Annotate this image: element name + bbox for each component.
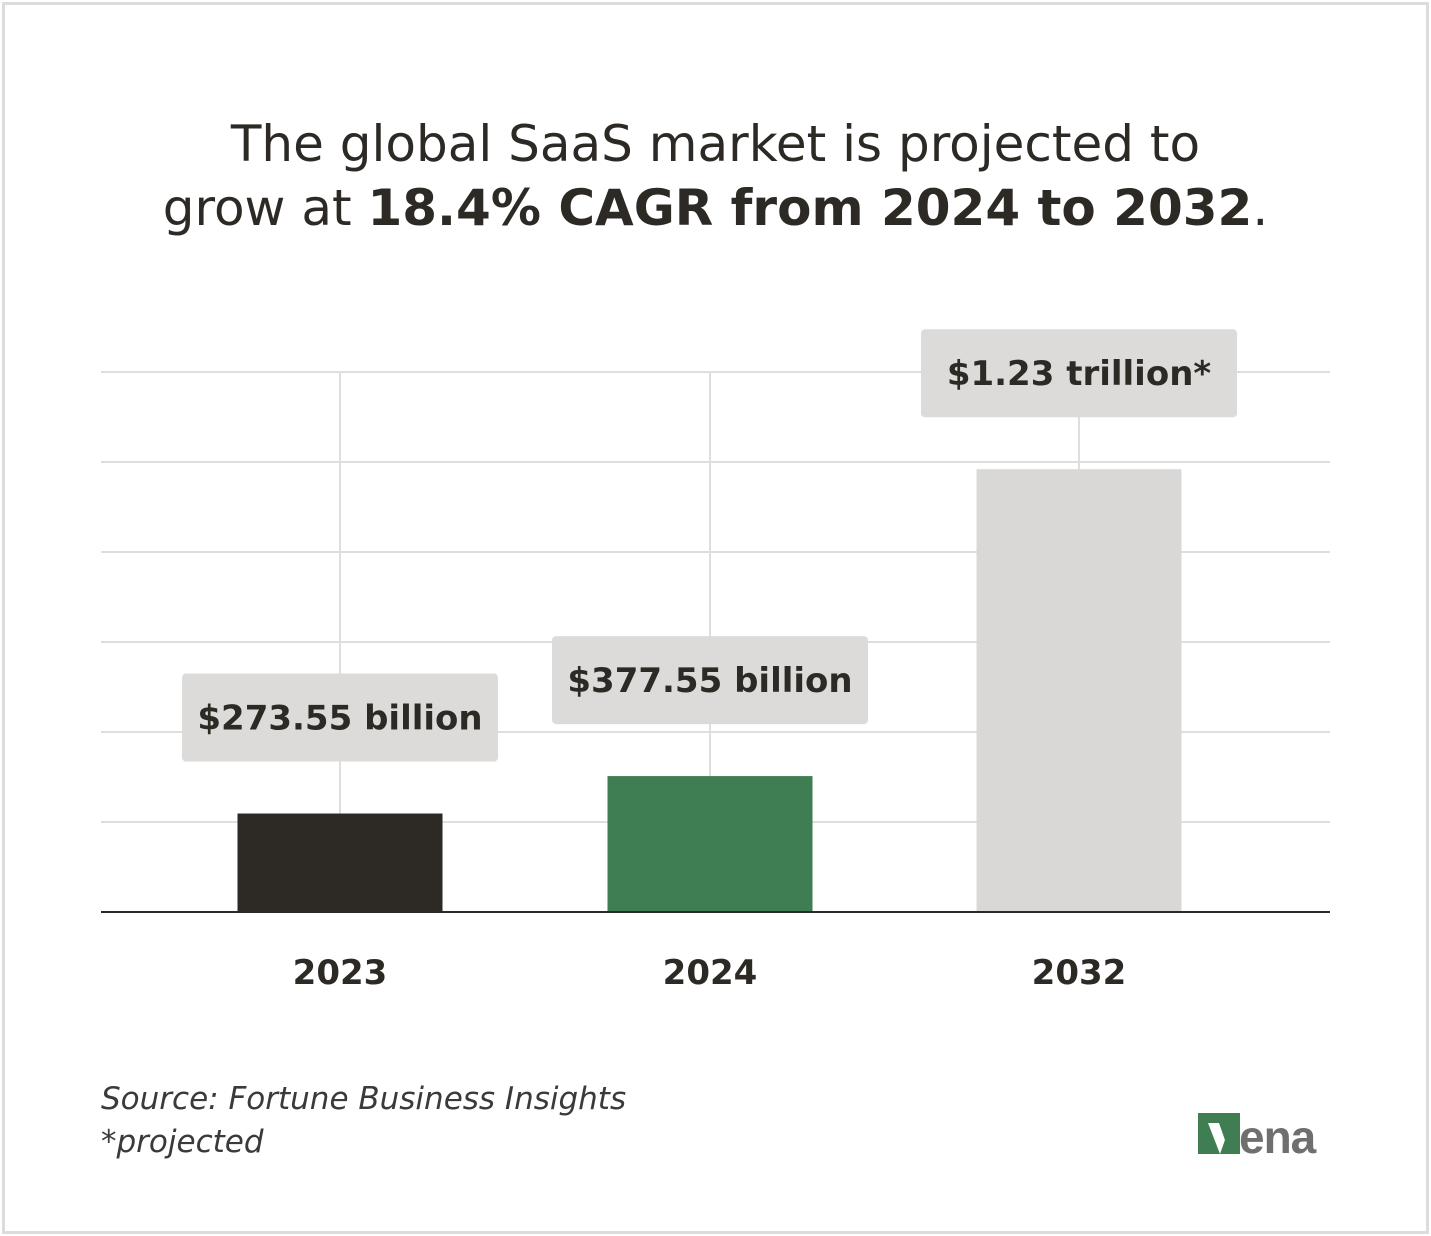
vena-logo: ena [1198, 1111, 1316, 1163]
data-label: $377.55 billion [567, 661, 852, 701]
source-text: Source: Fortune Business Insights [101, 1081, 627, 1117]
footer: Source: Fortune Business Insights *proje… [101, 1078, 626, 1164]
chart-title: The global SaaS market is projected to g… [0, 112, 1431, 240]
data-label-box [552, 636, 868, 725]
data-label: $273.55 billion [197, 699, 482, 739]
logo-text: ena [1239, 1111, 1316, 1163]
title-bold: 18.4% CAGR from 2024 to 2032 [367, 179, 1253, 237]
bar-2024 [607, 776, 813, 912]
bar-2032 [976, 469, 1182, 912]
logo-v-mark [1198, 1113, 1240, 1154]
title-line-2: grow at 18.4% CAGR from 2024 to 2032. [0, 176, 1431, 240]
data-label-box [921, 329, 1237, 418]
data-label: $1.23 trillion* [947, 354, 1212, 394]
bar-2023 [237, 813, 443, 912]
title-line-1: The global SaaS market is projected to [230, 115, 1201, 173]
data-label-box [182, 673, 498, 762]
projected-note: *projected [101, 1124, 264, 1160]
x-tick-label: 2024 [663, 953, 758, 993]
title-prefix: grow at [162, 179, 368, 237]
title-suffix: . [1252, 179, 1269, 237]
x-tick-label: 2032 [1032, 953, 1127, 993]
x-tick-label: 2023 [293, 953, 388, 993]
